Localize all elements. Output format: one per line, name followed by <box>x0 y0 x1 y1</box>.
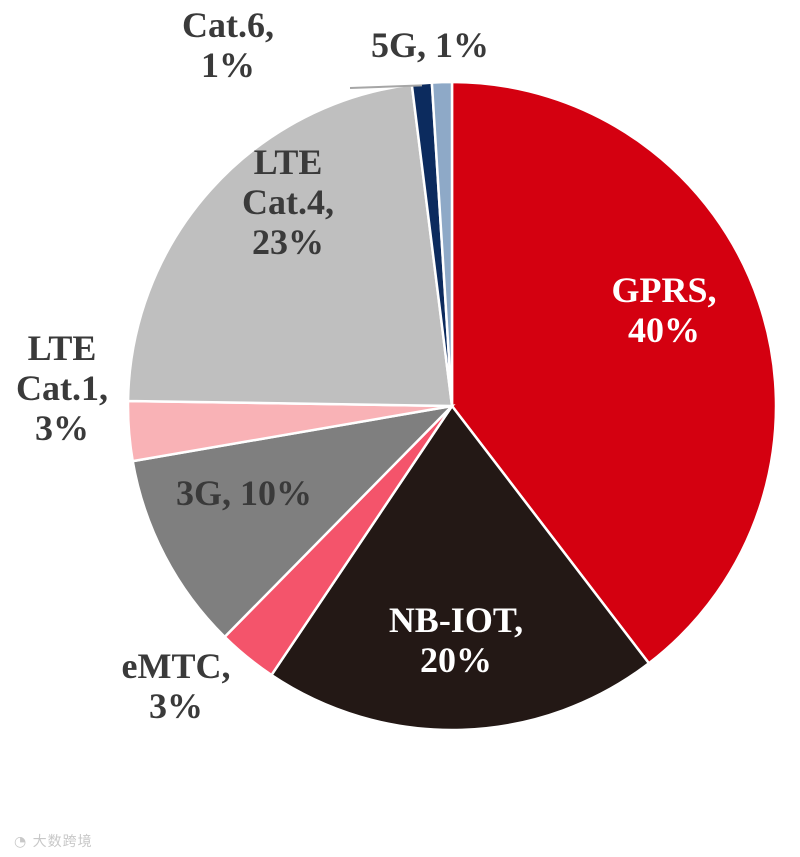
slice-label-7-line-0: 5G, 1% <box>371 25 489 65</box>
slice-label-3: 3G, 10% <box>176 473 312 513</box>
leader-lines <box>349 84 423 89</box>
slice-label-5: LTE Cat.4, 23% <box>242 142 334 262</box>
slice-label-5-line-1: Cat.4, <box>242 182 334 222</box>
watermark-text: 大数跨境 <box>32 834 93 850</box>
slice-label-2-line-0: eMTC, <box>122 646 231 686</box>
pie-slice-5 <box>126 83 454 408</box>
pie-slice-7 <box>430 80 454 407</box>
watermark-logo-icon: ◔ <box>14 834 28 850</box>
slice-label-0-line-0: GPRS, <box>611 270 716 310</box>
pie-slice-1 <box>269 403 651 732</box>
slice-label-1: NB-IOT, 20% <box>389 600 523 680</box>
pie-slice-3 <box>131 404 456 639</box>
pie-slice-0 <box>450 80 778 666</box>
slice-label-2: eMTC, 3% <box>122 646 231 726</box>
slice-label-0: GPRS, 40% <box>611 270 716 350</box>
slice-label-6-line-0: >=LTE <box>173 0 283 5</box>
leader-line-6 <box>349 84 423 89</box>
slice-label-3-line-0: 3G, 10% <box>176 473 312 513</box>
slice-label-2-line-1: 3% <box>149 686 203 726</box>
pie-slices <box>126 80 778 732</box>
slice-label-7: 5G, 1% <box>371 25 489 65</box>
slice-label-6-line-2: 1% <box>201 45 255 85</box>
slice-label-4: LTE Cat.1, 3% <box>16 328 108 448</box>
watermark: ◔ 大数跨境 <box>14 831 93 851</box>
slice-label-1-line-0: NB-IOT, <box>389 600 523 640</box>
slice-label-1-line-1: 20% <box>420 640 492 680</box>
slice-label-4-line-1: Cat.1, <box>16 368 108 408</box>
slice-label-5-line-2: 23% <box>252 222 324 262</box>
slice-label-4-line-0: LTE <box>28 328 97 368</box>
slice-label-5-line-0: LTE <box>254 142 323 182</box>
slice-label-0-line-1: 40% <box>628 310 700 350</box>
slice-labels: GPRS, 40%NB-IOT, 20%eMTC, 3%3G, 10%LTE Cat.1… <box>16 0 717 726</box>
slice-label-6-line-1: Cat.6, <box>182 5 274 45</box>
slice-label-4-line-2: 3% <box>35 408 89 448</box>
